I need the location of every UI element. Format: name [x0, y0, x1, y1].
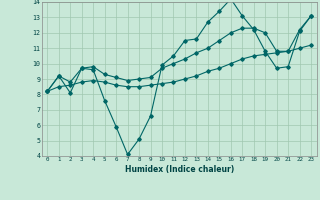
X-axis label: Humidex (Indice chaleur): Humidex (Indice chaleur) [124, 165, 234, 174]
